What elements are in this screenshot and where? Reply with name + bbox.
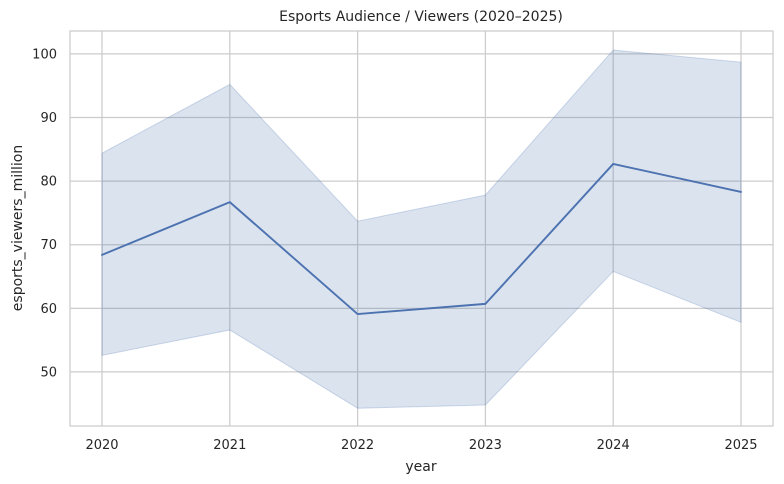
confidence-band <box>101 49 742 409</box>
y-tick-label-80: 80 <box>40 175 57 190</box>
y-tick-label-100: 100 <box>32 47 57 62</box>
x-tick-label-2021: 2021 <box>213 438 246 453</box>
x-tick-labels: 2020 2021 2022 2023 2024 2025 <box>85 438 757 453</box>
y-axis-label: esports_viewers_million <box>10 145 26 311</box>
y-tick-label-70: 70 <box>40 238 57 253</box>
series-lines <box>101 162 742 315</box>
x-tick-label-2024: 2024 <box>597 438 630 453</box>
x-tick-label-2023: 2023 <box>469 438 502 453</box>
y-tick-label-50: 50 <box>40 365 57 380</box>
chart-title: Esports Audience / Viewers (2020–2025) <box>279 9 563 25</box>
x-axis-label: year <box>405 459 436 475</box>
confidence-band-group <box>101 49 742 409</box>
y-tick-label-90: 90 <box>40 111 57 126</box>
x-tick-label-2022: 2022 <box>341 438 374 453</box>
x-tick-label-2025: 2025 <box>724 438 757 453</box>
y-tick-labels: 50 60 70 80 90 100 <box>32 47 57 380</box>
plot-frame <box>69 30 774 427</box>
y-tick-label-60: 60 <box>40 302 57 317</box>
series-line-0 <box>101 162 742 315</box>
grid-lines <box>70 31 773 426</box>
x-tick-label-2020: 2020 <box>85 438 118 453</box>
